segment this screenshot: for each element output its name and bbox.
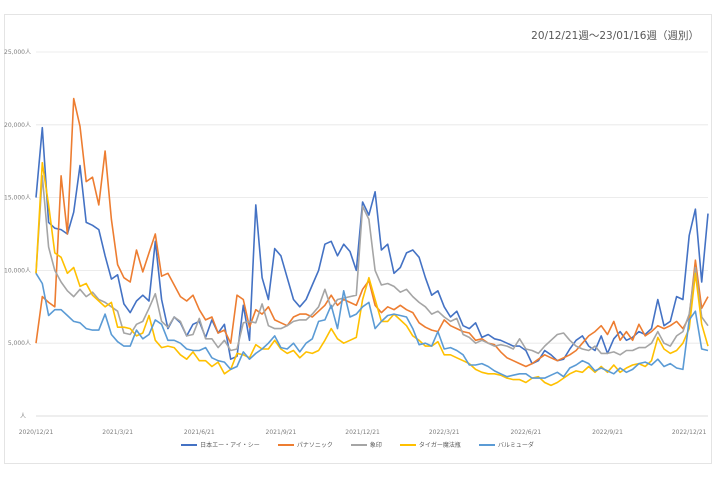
legend-label: 日本エー・アイ・シー [200, 442, 260, 449]
legend-label: タイガー魔法瓶 [418, 442, 461, 449]
legend-swatch [350, 443, 367, 446]
chart-frame [4, 14, 712, 464]
y-tick-label: 10,000人 [4, 267, 31, 274]
x-tick-label: 2022/3/21 [429, 429, 460, 436]
legend-item: パナソニック [277, 440, 333, 449]
x-tick-label: 2021/9/21 [266, 429, 297, 436]
legend-item: 象印 [350, 440, 382, 449]
x-tick-label: 2021/12/21 [345, 429, 380, 436]
series-line-1 [35, 97, 709, 368]
legend-swatch [181, 443, 198, 446]
chart-legend: 日本エー・アイ・シー パナソニック 象印 タイガー魔法瓶 バルミューダ [0, 440, 715, 449]
chart-title: 20/12/21週〜23/01/16週（週別） [531, 30, 699, 42]
y-tick-label: 15,000人 [4, 195, 31, 202]
x-tick-label: 2022/6/21 [510, 429, 541, 436]
series-line-2 [35, 175, 709, 356]
x-tick-label: 2021/3/21 [102, 429, 133, 436]
x-tick-label: 2022/9/21 [592, 429, 623, 436]
y-tick-label: 20,000人 [4, 122, 31, 129]
x-tick-label: 2021/6/21 [184, 429, 215, 436]
legend-item: タイガー魔法瓶 [399, 440, 461, 449]
legend-swatch [478, 443, 495, 446]
legend-item: バルミューダ [478, 440, 534, 449]
x-tick-label: 2022/12/21 [672, 429, 707, 436]
legend-swatch [399, 443, 416, 446]
series-line-4 [35, 272, 709, 379]
legend-label: 象印 [369, 442, 382, 449]
legend-item: 日本エー・アイ・シー [181, 440, 260, 449]
legend-label: パナソニック [296, 442, 333, 449]
x-tick-label: 2020/12/21 [19, 429, 54, 436]
legend-label: バルミューダ [497, 442, 534, 449]
y-tick-label: 25,000人 [4, 49, 31, 56]
y-tick-label: 5,000人 [8, 340, 31, 347]
series-line-3 [35, 161, 709, 387]
y-tick-label: 人 [20, 413, 26, 420]
legend-swatch [277, 443, 294, 446]
